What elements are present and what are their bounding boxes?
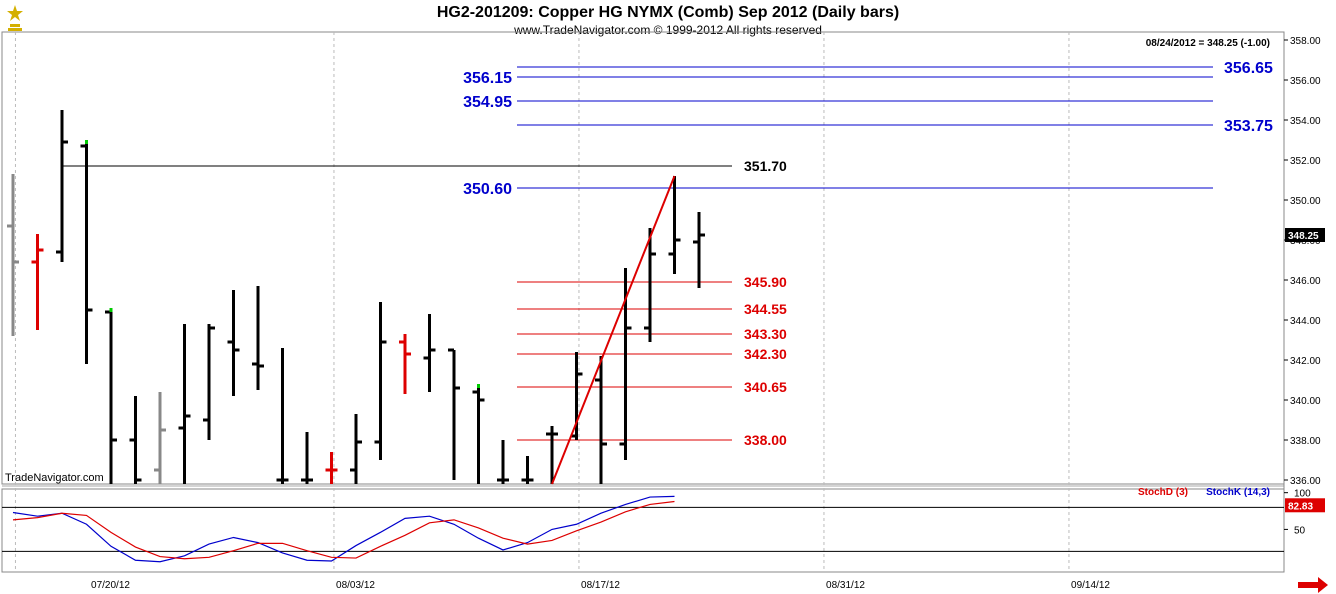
last-price-info: 08/24/2012 = 348.25 (-1.00): [1146, 38, 1270, 49]
y-tick-label: 346.00: [1290, 276, 1321, 287]
trendline: [551, 175, 676, 485]
watermark-text: TradeNavigator.com: [5, 472, 104, 484]
x-tick-label: 08/17/12: [581, 580, 620, 591]
y-tick-label: 352.00: [1290, 156, 1321, 167]
y-tick-label: 338.00: [1290, 436, 1321, 447]
copyright-text: www.TradeNavigator.com © 1999-2012 All r…: [513, 23, 822, 37]
stoch-d-legend: StochD (3): [1138, 487, 1188, 498]
y-tick-label: 340.00: [1290, 396, 1321, 407]
y-tick-label: 342.00: [1290, 356, 1321, 367]
y-tick-label: 356.00: [1290, 76, 1321, 87]
y-tick-label: 358.00: [1290, 36, 1321, 47]
stoch-current-box: [1285, 498, 1325, 513]
x-tick-label: 09/14/12: [1071, 580, 1110, 591]
blue-level-label: 356.15: [463, 70, 512, 87]
stoch-k-legend: StochK (14,3): [1206, 487, 1270, 498]
red-level-label: 344.55: [744, 301, 787, 317]
current-price-box: [1285, 228, 1325, 242]
stochastic-panel-frame: [1, 488, 1285, 573]
black-level-label: 351.70: [744, 158, 787, 174]
x-tick-label: 07/20/12: [91, 580, 130, 591]
current-price-label: 348.25: [1288, 231, 1319, 242]
x-tick-label: 08/31/12: [826, 580, 865, 591]
red-level-label: 342.30: [744, 346, 787, 362]
red-level-label: 345.90: [744, 274, 787, 290]
stoch-d-line: [12, 500, 675, 560]
stoch-tick-label: 100: [1294, 489, 1311, 500]
y-tick-label: 350.00: [1290, 196, 1321, 207]
stoch-current-label: 82.83: [1288, 501, 1313, 512]
y-tick-label: 336.00: [1290, 476, 1321, 487]
stoch-k-line: [12, 495, 675, 563]
chart-title: HG2-201209: Copper HG NYMX (Comb) Sep 20…: [437, 4, 899, 21]
blue-level-label: 350.60: [463, 181, 512, 198]
red-level-label: 338.00: [744, 432, 787, 448]
red-level-label: 343.30: [744, 326, 787, 342]
x-tick-label: 08/03/12: [336, 580, 375, 591]
trade-navigator-logo: [4, 3, 26, 33]
red-level-label: 340.65: [744, 379, 787, 395]
scroll-right-arrow-icon[interactable]: [1298, 577, 1328, 593]
blue-level-label: 353.75: [1224, 118, 1273, 135]
price-panel-frame: [1, 31, 1285, 485]
blue-level-label: 356.65: [1224, 60, 1273, 77]
y-tick-label: 354.00: [1290, 116, 1321, 127]
y-tick-label: 344.00: [1290, 316, 1321, 327]
blue-level-label: 354.95: [463, 94, 512, 111]
stoch-tick-label: 50: [1294, 525, 1306, 536]
